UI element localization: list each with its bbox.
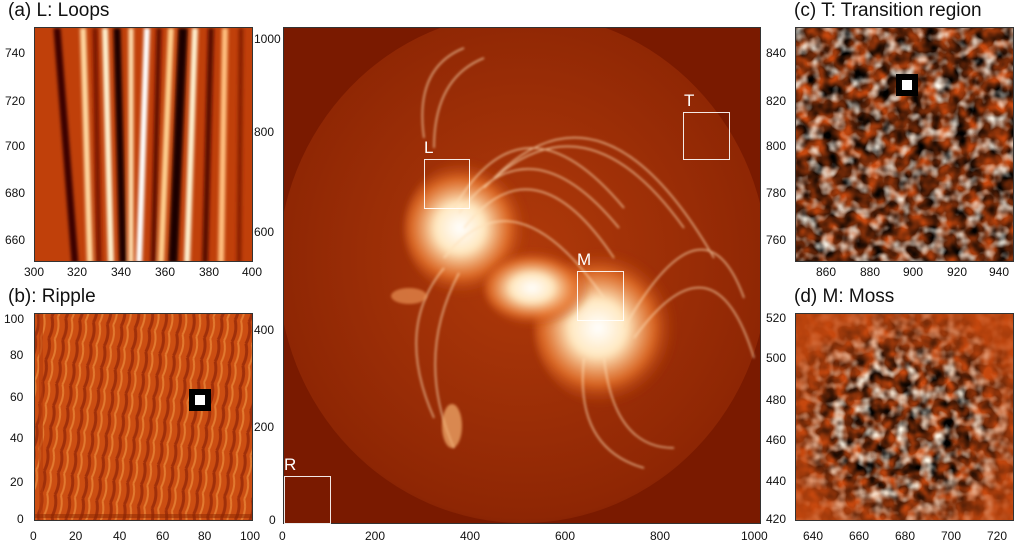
panel-d-ytick: 480 [766,393,787,407]
panel-c-xtick: 920 [947,265,968,279]
panel-a-loops-image [35,28,252,261]
panel-a-xtick: 300 [24,265,45,279]
panel-b-xtick: 60 [156,529,170,543]
region-box-M [577,271,624,321]
main-ytick: 200 [254,420,275,434]
main-ytick: 400 [254,323,275,337]
panel-c-image [795,27,1014,262]
panel-a-title: (a) L: Loops [8,0,110,21]
panel-c-ytick: 800 [766,139,787,153]
main-xtick: 1000 [741,529,768,543]
region-label-T: T [684,91,695,110]
panel-c-xtick: 940 [989,265,1010,279]
panel-c-marker-square [896,74,918,96]
region-label-L: L [424,138,434,157]
panel-d-xtick: 640 [803,529,824,543]
panel-b-ytick: 20 [10,475,24,489]
panel-b-ytick: 60 [10,390,24,404]
main-xtick: 600 [555,529,576,543]
panel-b-xtick: 20 [69,529,83,543]
panel-b-xtick: 0 [30,529,37,543]
panel-a-ytick: 680 [5,186,26,200]
panel-b-xtick: 40 [113,529,127,543]
panel-c-xtick: 860 [816,265,837,279]
panel-d-ytick: 440 [766,474,787,488]
panel-a-xtick: 400 [242,265,263,279]
panel-c-xtick: 900 [903,265,924,279]
panel-b-marker-square [189,389,211,411]
panel-a-ytick: 740 [5,46,26,60]
main-xtick: 800 [650,529,671,543]
panel-d-xtick: 720 [987,529,1008,543]
panel-c-noise-image [796,28,1013,261]
panel-d-xtick: 660 [849,529,870,543]
panel-b-ripple-image [35,314,252,520]
main-ytick: 0 [269,513,276,527]
region-label-M: M [577,250,592,269]
panel-c-xtick: 880 [860,265,881,279]
panel-d-image [795,313,1014,521]
panel-c-ytick: 760 [766,233,787,247]
panel-d-ytick: 420 [766,512,787,526]
panel-c-ytick: 820 [766,94,787,108]
panel-b-xtick: 100 [240,529,261,543]
panel-a-ytick: 700 [5,139,26,153]
main-ytick: 800 [254,125,275,139]
panel-d-ytick: 500 [766,351,787,365]
panel-d-moss-image [796,314,1013,520]
panel-a-xtick: 380 [199,265,220,279]
panel-b-ytick: 40 [10,431,24,445]
region-box-L [424,159,470,209]
main-xtick: 200 [365,529,386,543]
panel-b-ytick: 0 [17,512,24,526]
region-box-R [284,476,331,524]
panel-d-title: (d) M: Moss [794,286,895,307]
panel-a-ytick: 660 [5,233,26,247]
panel-d-ytick: 520 [766,311,787,325]
panel-a-xtick: 320 [67,265,88,279]
main-xtick: 0 [279,529,286,543]
panel-d-xtick: 700 [941,529,962,543]
panel-b-title: (b): Ripple [8,286,96,307]
panel-c-ytick: 840 [766,46,787,60]
panel-a-ytick: 720 [5,94,26,108]
main-sun-image [284,28,760,523]
panel-c-title: (c) T: Transition region [794,0,982,21]
panel-b-ytick: 80 [10,348,24,362]
panel-b-ytick: 100 [4,312,25,326]
main-xtick: 400 [460,529,481,543]
region-box-T [683,112,730,160]
main-ytick: 600 [254,225,275,239]
panel-d-xtick: 680 [895,529,916,543]
panel-a-image [34,27,253,262]
region-label-R: R [284,455,297,474]
panel-a-xtick: 360 [155,265,176,279]
panel-b-image [34,313,253,521]
panel-d-ytick: 460 [766,433,787,447]
main-image [283,27,761,524]
panel-a-xtick: 340 [111,265,132,279]
main-ytick: 1000 [254,32,281,46]
panel-b-xtick: 80 [198,529,212,543]
panel-c-ytick: 780 [766,186,787,200]
